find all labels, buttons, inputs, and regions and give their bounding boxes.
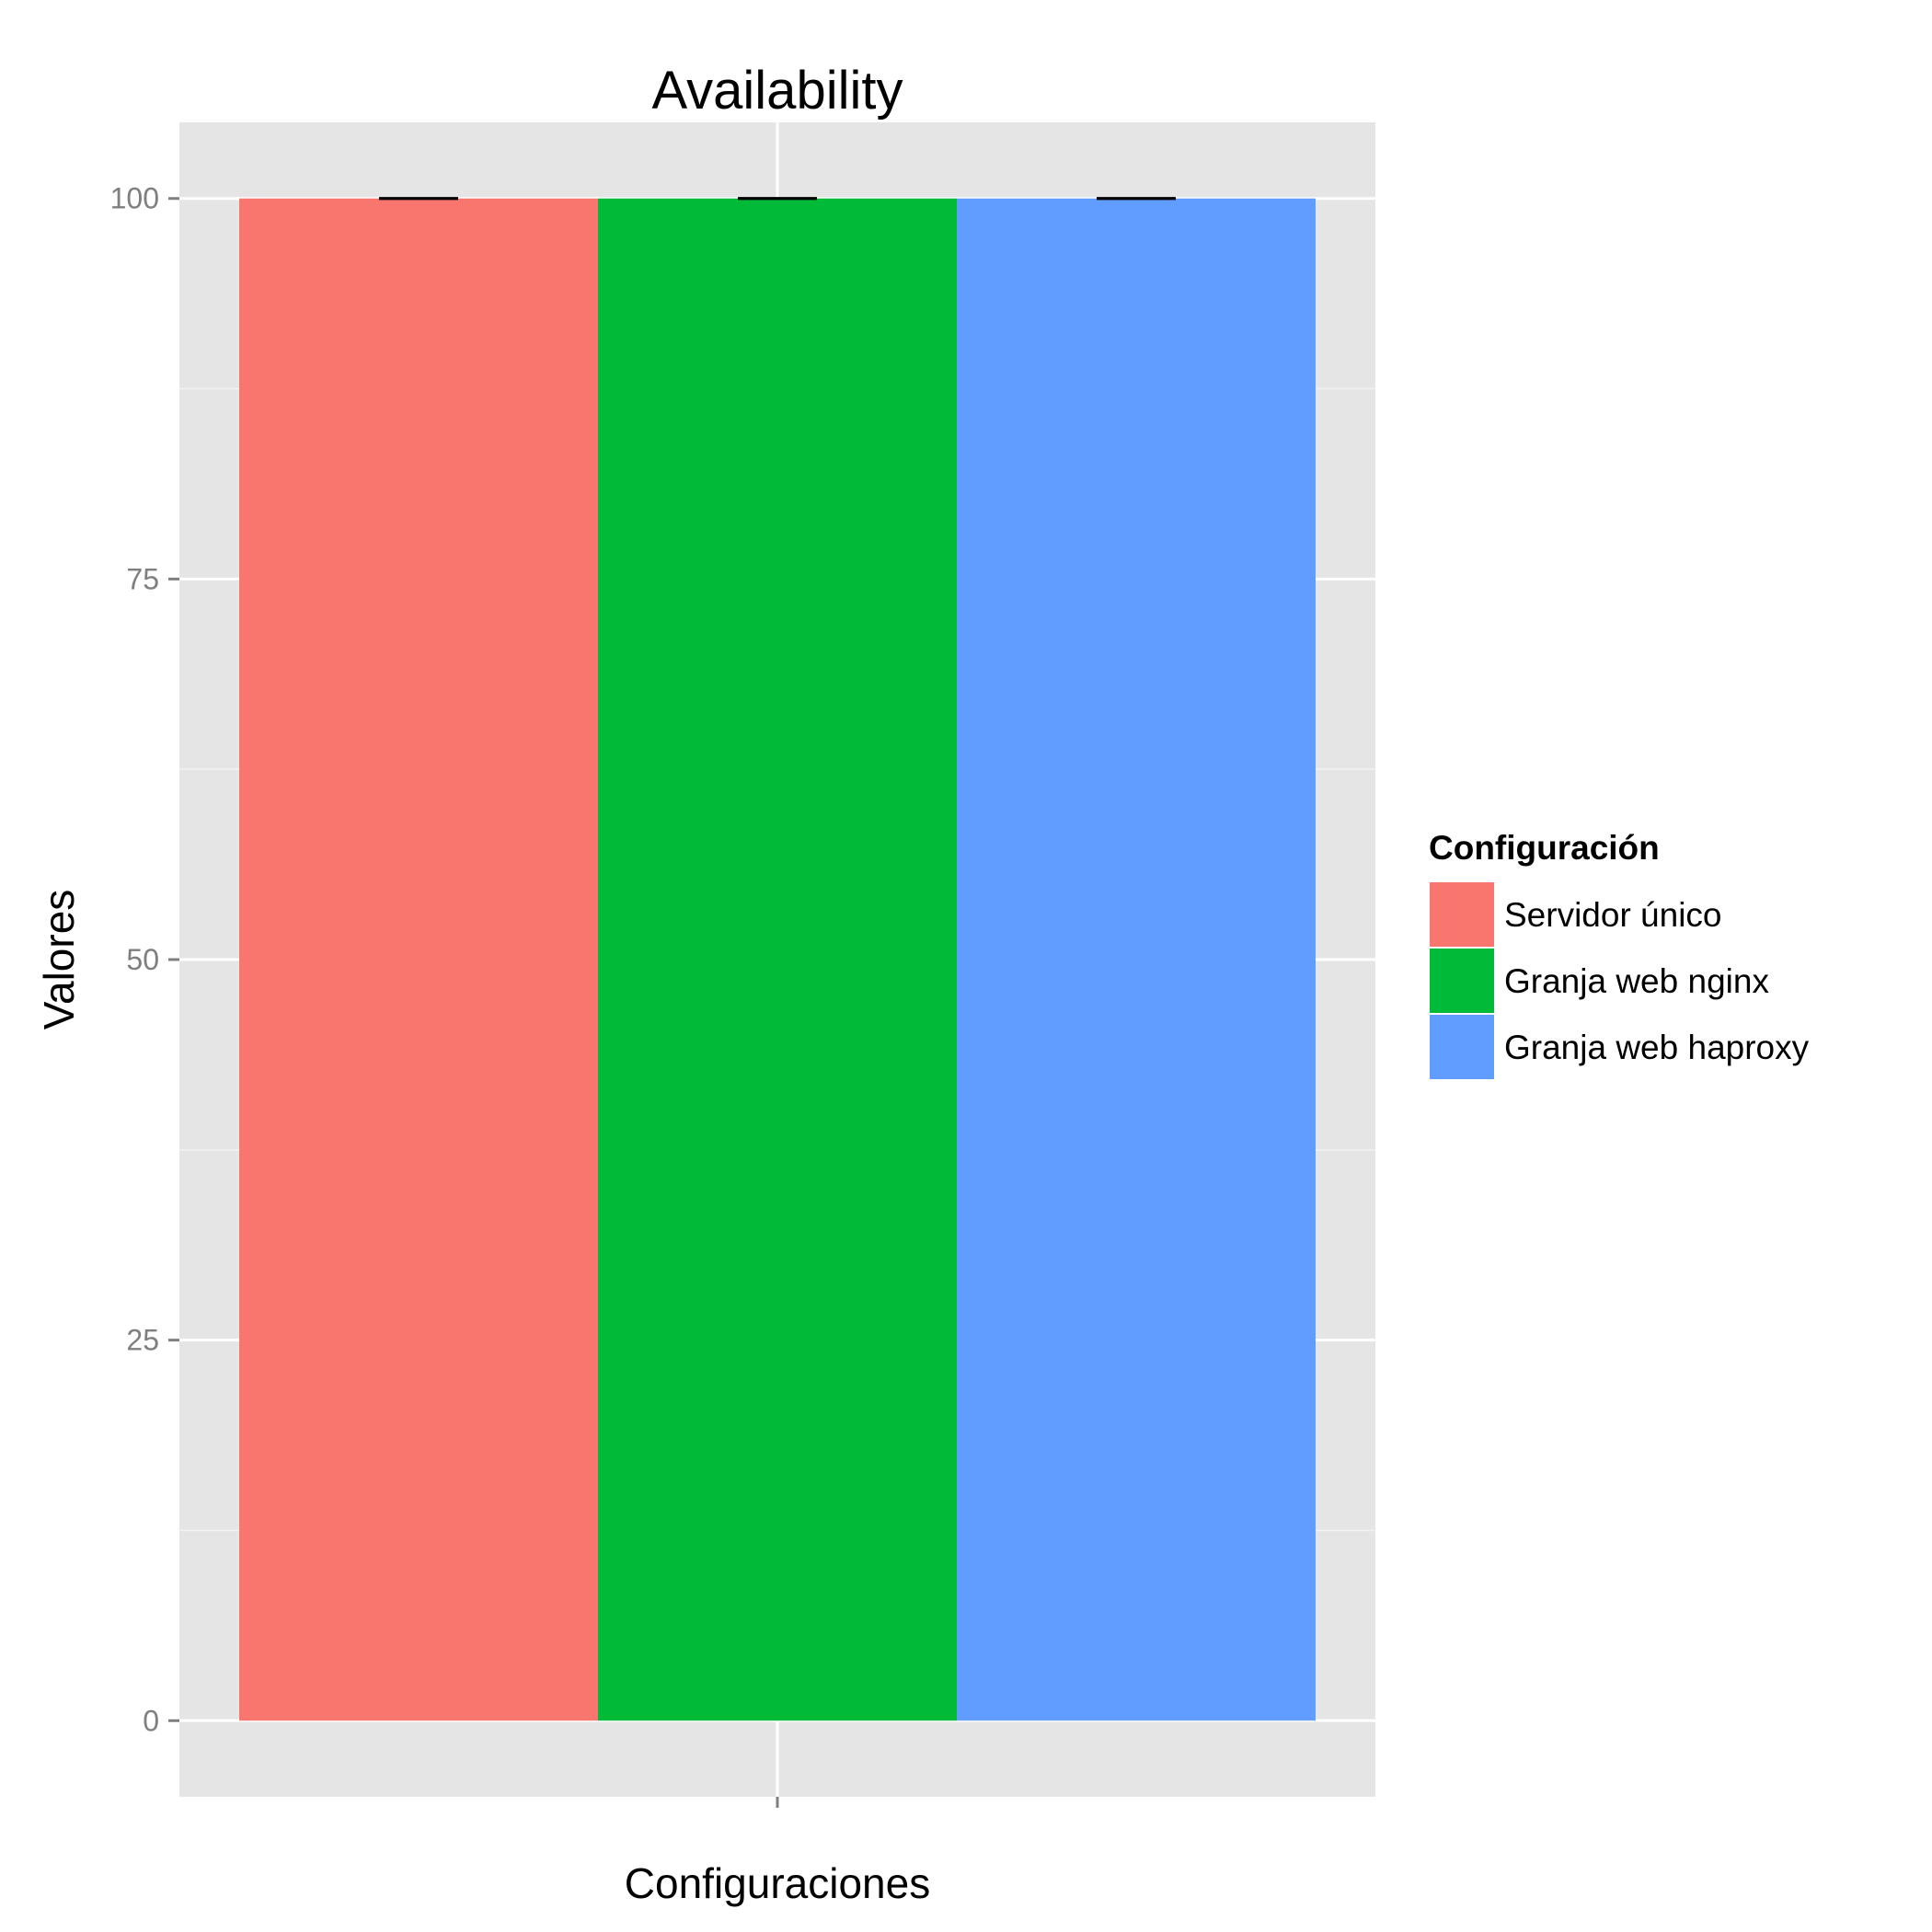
y-axis: 0 25 50 75 100 — [110, 182, 179, 1737]
legend: Configuración Servidor único Granja web n… — [1428, 829, 1810, 1081]
legend-item: Granja web nginx — [1428, 947, 1769, 1015]
y-tick-label: 75 — [126, 562, 159, 595]
y-tick-label: 0 — [143, 1704, 159, 1737]
y-tick-label: 100 — [110, 182, 159, 215]
legend-item: Servidor único — [1428, 880, 1722, 949]
legend-label: Servidor único — [1504, 896, 1722, 934]
bar — [598, 198, 957, 1721]
legend-items: Servidor único Granja web nginx Granja web… — [1428, 880, 1810, 1081]
x-axis-title: Configuraciones — [625, 1859, 930, 1907]
bars — [239, 198, 1316, 1721]
bar — [957, 198, 1316, 1721]
legend-swatch — [1428, 1013, 1496, 1081]
legend-label: Granja web haproxy — [1504, 1029, 1810, 1066]
bar — [239, 198, 598, 1721]
legend-item: Granja web haproxy — [1428, 1013, 1810, 1081]
legend-swatch — [1428, 947, 1496, 1015]
legend-label: Granja web nginx — [1504, 962, 1769, 1000]
y-tick-label: 50 — [126, 943, 159, 976]
chart-title: Availability — [652, 61, 903, 121]
y-tick-label: 25 — [126, 1324, 159, 1357]
legend-swatch — [1428, 880, 1496, 949]
legend-title: Configuración — [1429, 829, 1660, 867]
y-axis-title: Valores — [35, 890, 83, 1030]
